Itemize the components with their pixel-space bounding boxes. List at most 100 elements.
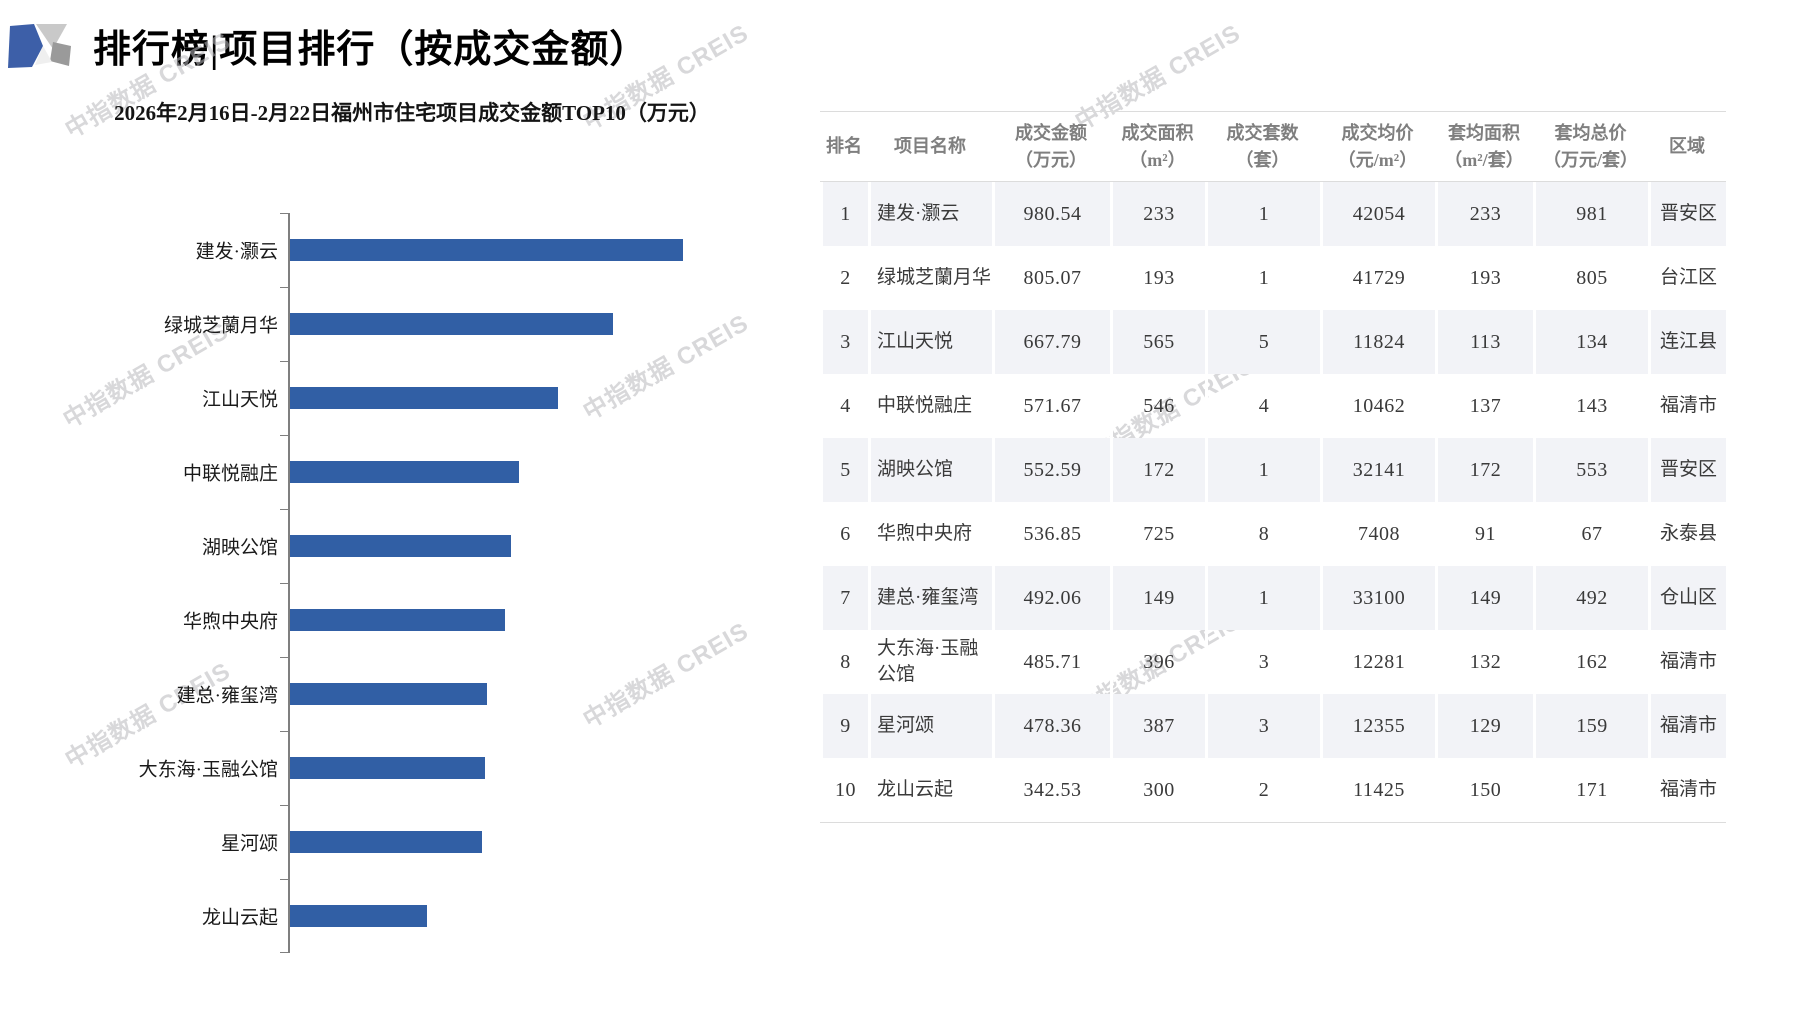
cell-amount: 492.06	[992, 566, 1113, 630]
cell-district: 福清市	[1648, 694, 1729, 758]
cell-area: 233	[1110, 182, 1208, 246]
cell-district: 福清市	[1648, 374, 1729, 438]
bar-category-label: 中联悦融庄	[182, 463, 278, 485]
cell-avg_price: 42054	[1320, 182, 1438, 246]
cell-avg_price: 11824	[1320, 310, 1438, 374]
cell-rank: 1	[820, 182, 871, 246]
cell-area: 300	[1110, 758, 1208, 822]
column-header-avg_price: 成交均价 （元/m²）	[1337, 123, 1418, 170]
cell-rank: 9	[820, 694, 871, 758]
cell-district: 晋安区	[1648, 182, 1729, 246]
cell-area: 725	[1110, 502, 1208, 566]
cell-avg_total: 67	[1533, 502, 1651, 566]
cell-name: 大东海·玉融公馆	[868, 630, 995, 694]
cell-area: 172	[1110, 438, 1208, 502]
cell-rank: 7	[820, 566, 871, 630]
table-row: 3 江山天悦 667.79 565 5 11824 113 134 连江县	[820, 310, 1729, 374]
bar-row: 绿城芝蘭月华	[164, 287, 750, 361]
bar	[290, 387, 558, 409]
cell-name: 建发·灏云	[868, 182, 995, 246]
bar	[290, 609, 505, 631]
bar	[290, 239, 683, 261]
cell-units: 3	[1205, 694, 1323, 758]
cell-area: 387	[1110, 694, 1208, 758]
bar-category-label: 建发·灏云	[195, 241, 278, 263]
cell-area: 149	[1110, 566, 1208, 630]
cell-rank: 6	[820, 502, 871, 566]
cell-avg_area: 132	[1435, 630, 1536, 694]
axis-tick	[280, 805, 288, 806]
cell-amount: 552.59	[992, 438, 1113, 502]
cell-avg_area: 233	[1435, 182, 1536, 246]
cell-units: 3	[1205, 630, 1323, 694]
cell-avg_area: 137	[1435, 374, 1536, 438]
cell-rank: 5	[820, 438, 871, 502]
bar	[290, 535, 511, 557]
cell-name: 中联悦融庄	[868, 374, 995, 438]
cell-avg_total: 805	[1533, 246, 1651, 310]
cell-amount: 536.85	[992, 502, 1113, 566]
column-header-area: 成交面积 （m²）	[1121, 123, 1194, 170]
cell-avg_area: 149	[1435, 566, 1536, 630]
cell-avg_area: 113	[1435, 310, 1536, 374]
cell-district: 台江区	[1648, 246, 1729, 310]
cell-district: 晋安区	[1648, 438, 1729, 502]
cell-district: 永泰县	[1648, 502, 1729, 566]
cell-avg_price: 11425	[1320, 758, 1438, 822]
bar-category-label: 江山天悦	[201, 389, 278, 411]
table-header-row: 排名 项目名称 成交金额 （万元） 成交面积 （m²） 成交套数 （套） 成交均价 （元/…	[820, 112, 1726, 181]
cell-area: 546	[1110, 374, 1208, 438]
cell-avg_total: 981	[1533, 182, 1651, 246]
column-header-name: 项目名称	[894, 136, 966, 157]
bar-row: 大东海·玉融公馆	[139, 731, 750, 805]
ranking-table-header: 排名 项目名称 成交金额 （万元） 成交面积 （m²） 成交套数 （套） 成交均价 （元/…	[820, 112, 1726, 181]
cell-amount: 485.71	[992, 630, 1113, 694]
bar	[290, 831, 482, 853]
bar-row: 中联悦融庄	[183, 435, 750, 509]
cell-rank: 2	[820, 246, 871, 310]
bar-category-label: 华煦中央府	[182, 611, 278, 633]
cell-rank: 8	[820, 630, 871, 694]
bar-category-label: 星河颂	[220, 833, 278, 855]
column-header-district: 区域	[1669, 136, 1705, 157]
bar	[290, 313, 613, 335]
chart-title: 2026年2月16日-2月22日福州市住宅项目成交金额TOP10（万元）	[114, 101, 710, 125]
cell-name: 华煦中央府	[868, 502, 995, 566]
axis-tick	[280, 583, 288, 584]
cell-avg_total: 143	[1533, 374, 1651, 438]
bar	[290, 905, 427, 927]
cell-area: 193	[1110, 246, 1208, 310]
cell-avg_price: 33100	[1320, 566, 1438, 630]
cell-name: 星河颂	[868, 694, 995, 758]
axis-tick	[280, 952, 288, 953]
axis-tick	[280, 731, 288, 732]
cell-district: 连江县	[1648, 310, 1729, 374]
cell-units: 5	[1205, 310, 1323, 374]
table-body: 1 建发·灏云 980.54 233 1 42054 233 981 晋安区 2 绿城芝蘭月华 805…	[820, 182, 1729, 822]
cell-avg_price: 7408	[1320, 502, 1438, 566]
cell-avg_total: 492	[1533, 566, 1651, 630]
table-row: 1 建发·灏云 980.54 233 1 42054 233 981 晋安区	[820, 182, 1729, 246]
cell-avg_total: 171	[1533, 758, 1651, 822]
cell-avg_area: 172	[1435, 438, 1536, 502]
bar-row: 江山天悦	[202, 361, 750, 435]
creis-logo-icon	[8, 24, 71, 68]
cell-name: 湖映公馆	[868, 438, 995, 502]
cell-units: 2	[1205, 758, 1323, 822]
table-row: 2 绿城芝蘭月华 805.07 193 1 41729 193 805 台江区	[820, 246, 1729, 310]
cell-avg_price: 12355	[1320, 694, 1438, 758]
table-row: 10 龙山云起 342.53 300 2 11425 150 171 福清市	[820, 758, 1729, 822]
cell-rank: 4	[820, 374, 871, 438]
ranking-table-section: 排名 项目名称 成交金额 （万元） 成交面积 （m²） 成交套数 （套） 成交均价 （元/…	[820, 111, 1729, 823]
column-header-amount: 成交金额 （万元）	[1015, 123, 1087, 170]
table-row: 4 中联悦融庄 571.67 546 4 10462 137 143 福清市	[820, 374, 1729, 438]
cell-units: 8	[1205, 502, 1323, 566]
cell-name: 江山天悦	[868, 310, 995, 374]
cell-amount: 980.54	[992, 182, 1113, 246]
bar-chart: 建发·灏云 绿城芝蘭月华 江山天悦 中联悦融庄 湖映公馆 华煦中央府 建总·雍玺湾 大东海·玉…	[60, 213, 750, 953]
column-header-units: 成交套数 （套）	[1226, 123, 1299, 170]
cell-rank: 3	[820, 310, 871, 374]
cell-units: 1	[1205, 246, 1323, 310]
bar-category-label: 湖映公馆	[201, 537, 278, 559]
table-row: 7 建总·雍玺湾 492.06 149 1 33100 149 492 仓山区	[820, 566, 1729, 630]
